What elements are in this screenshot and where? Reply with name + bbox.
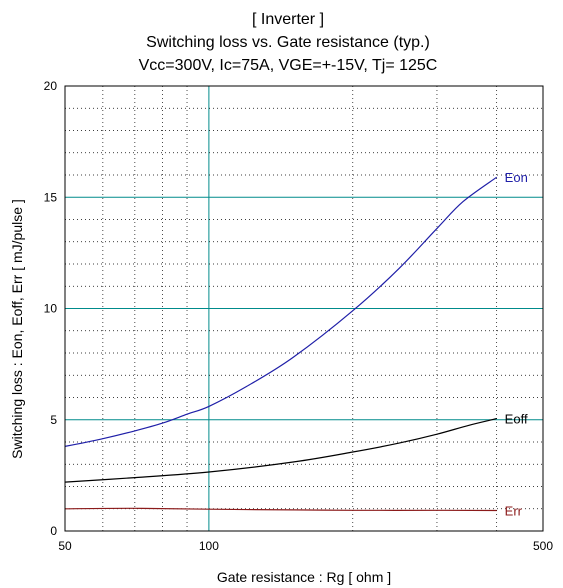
series-line-eon xyxy=(64,176,498,447)
title-line-3: Vcc=300V, Ic=75A, VGE=+-15V, Tj= 125C xyxy=(139,57,438,74)
y-tick-label: 0 xyxy=(50,524,57,538)
grid xyxy=(65,86,543,531)
y-tick-label: 10 xyxy=(44,302,58,316)
tick-labels: 50 100 500 0 5 10 15 20 xyxy=(44,79,554,553)
series-line-eoff xyxy=(64,418,497,483)
chart-title: [ Inverter ] Switching loss vs. Gate res… xyxy=(139,11,438,74)
series-label-err: Err xyxy=(505,504,523,519)
series-group xyxy=(64,176,498,512)
x-tick-label: 100 xyxy=(199,539,219,553)
y-axis-label: Switching loss : Eon, Eoff, Err [ mJ/pul… xyxy=(9,199,25,459)
x-axis-label: Gate resistance : Rg [ ohm ] xyxy=(217,569,391,585)
title-line-1: [ Inverter ] xyxy=(252,11,324,28)
x-tick-label: 50 xyxy=(58,539,72,553)
series-label-eon: Eon xyxy=(505,170,528,185)
series-label-eoff: Eoff xyxy=(505,412,528,427)
y-tick-label: 15 xyxy=(44,190,58,204)
title-line-2: Switching loss vs. Gate resistance (typ.… xyxy=(146,34,430,51)
series-line-err xyxy=(64,507,497,512)
x-tick-label: 500 xyxy=(533,539,553,553)
series-labels: Eon Eoff Err xyxy=(505,170,528,518)
y-tick-label: 20 xyxy=(44,79,58,93)
y-tick-label: 5 xyxy=(50,413,57,427)
plot-frame xyxy=(64,85,544,532)
